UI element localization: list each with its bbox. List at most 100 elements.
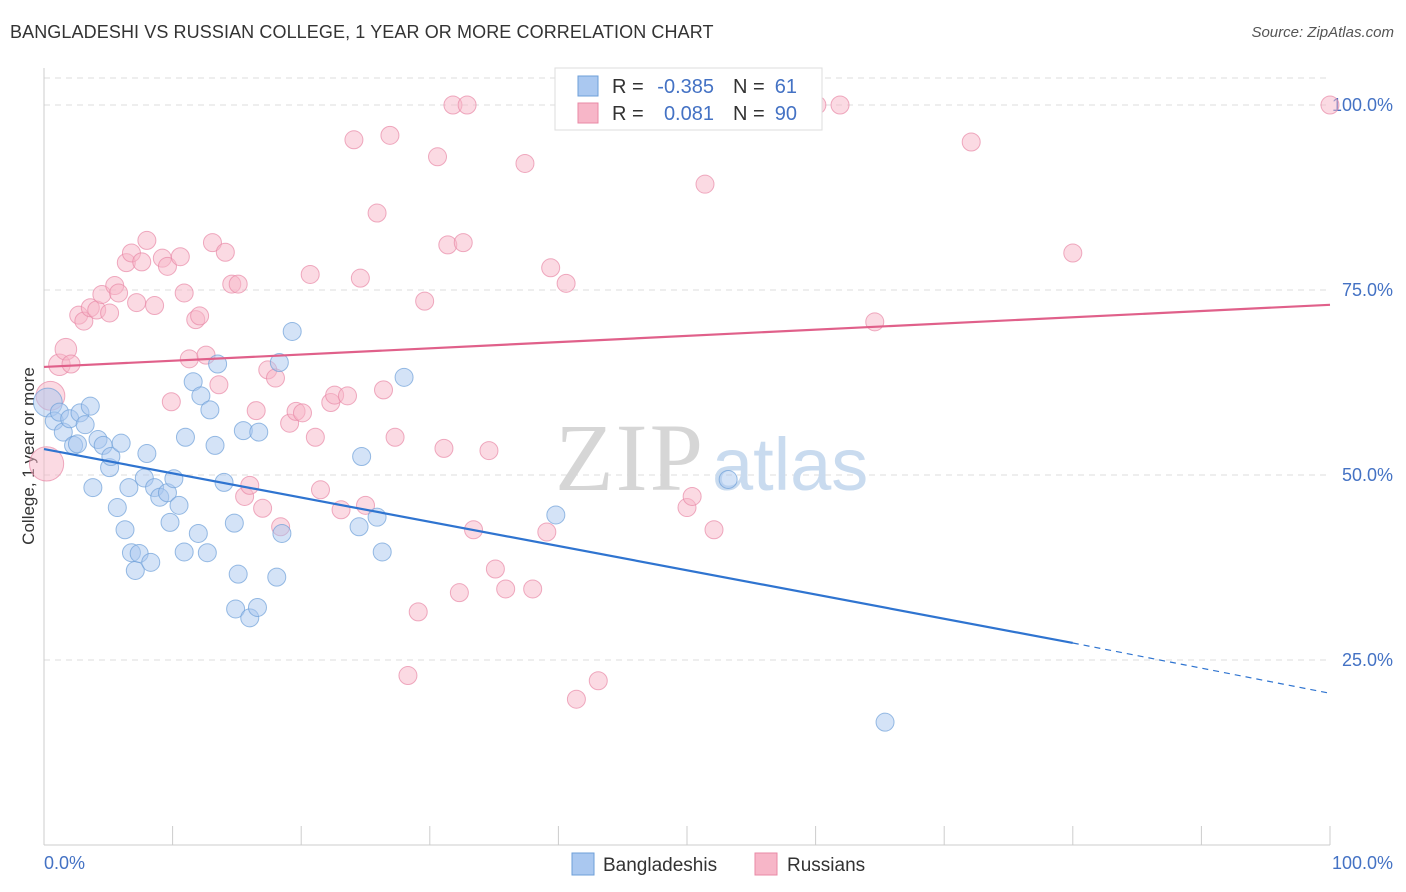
stats-legend-pink-n-value: 90 xyxy=(775,103,797,125)
russians-point xyxy=(100,303,120,323)
russians-point xyxy=(515,153,535,173)
russians-point xyxy=(215,242,235,262)
stats-legend-pink-swatch xyxy=(577,102,599,124)
bangladeshis-point xyxy=(372,542,392,562)
russians-point xyxy=(127,293,147,313)
russians-point xyxy=(202,233,222,253)
stats-legend-blue-r-value: -0.385 xyxy=(657,76,714,98)
bangladeshis-point xyxy=(169,495,189,515)
watermark: ZIP atlas xyxy=(555,404,868,511)
bangladeshis-point xyxy=(111,433,131,453)
bangladeshis-point xyxy=(249,422,269,442)
russians-point xyxy=(170,247,190,267)
russians-point xyxy=(61,354,81,374)
bangladeshis-point xyxy=(141,552,161,572)
bangladeshis-point xyxy=(75,415,95,435)
russians-point xyxy=(434,438,454,458)
bangladeshis-point xyxy=(269,353,289,373)
russians-point xyxy=(305,427,325,447)
watermark-zip: ZIP xyxy=(555,404,705,511)
russians-point xyxy=(398,666,418,686)
stats-legend-blue-r-label: R = xyxy=(612,76,644,98)
chart-source: Source: ZipAtlas.com xyxy=(1251,24,1394,41)
bangladeshis-point xyxy=(191,386,211,406)
russians-point xyxy=(240,475,260,495)
y-tick-label: 75.0% xyxy=(1342,280,1393,300)
russians-point xyxy=(428,147,448,167)
y-axis-label: College, 1 year or more xyxy=(19,367,38,545)
bangladeshis-point xyxy=(67,434,87,454)
bangladeshis-point xyxy=(875,712,895,732)
russians-point xyxy=(337,386,357,406)
russians-point xyxy=(145,296,165,316)
bangladeshis-point xyxy=(718,469,738,489)
russians-point xyxy=(132,252,152,272)
bangladeshis-point xyxy=(119,478,139,498)
bangladeshis-point xyxy=(272,523,292,543)
legend-russians-label: Russians xyxy=(787,855,865,876)
y-tick-label: 25.0% xyxy=(1342,650,1393,670)
stats-legend-blue-n-label: N = xyxy=(733,76,765,98)
russians-point xyxy=(408,602,428,622)
bangladeshis-point xyxy=(228,564,248,584)
bangladeshis-point xyxy=(247,597,267,617)
russians-point xyxy=(449,583,469,603)
russians-point xyxy=(190,306,210,326)
bangladeshis-point xyxy=(83,478,103,498)
series-legend: Bangladeshis Russians xyxy=(571,852,865,876)
y-tick-label: 50.0% xyxy=(1342,465,1393,485)
bangladeshis-point xyxy=(394,367,414,387)
russians-point xyxy=(556,273,576,293)
bangladeshis-point xyxy=(349,517,369,537)
trend-lines xyxy=(43,303,1331,694)
bangladeshis-point xyxy=(282,321,302,341)
bangladeshis-point xyxy=(200,400,220,420)
russians-points xyxy=(28,95,1340,709)
bangladeshis-point xyxy=(224,513,244,533)
russians-point xyxy=(385,427,405,447)
russians-point xyxy=(292,403,312,423)
russians-point xyxy=(137,230,157,250)
bangladeshis-point xyxy=(115,520,135,540)
russians-point xyxy=(246,401,266,421)
russians-point xyxy=(28,446,65,482)
russians-point xyxy=(174,283,194,303)
russians-point xyxy=(453,233,473,253)
bangladeshis-point xyxy=(188,523,208,543)
russians-point xyxy=(415,291,435,311)
russians-point xyxy=(704,520,724,540)
x-axis-ticks xyxy=(43,826,1331,845)
russians-point xyxy=(350,268,370,288)
bangladeshis-point xyxy=(174,542,194,562)
stats-legend-pink-r-label: R = xyxy=(612,103,644,125)
bangladeshis-point xyxy=(80,396,100,416)
russians-point xyxy=(380,125,400,145)
russians-point xyxy=(479,441,499,461)
legend-bangladeshis-swatch xyxy=(571,852,595,876)
russians-point xyxy=(457,95,477,115)
russians-point xyxy=(1320,95,1340,115)
watermark-atlas: atlas xyxy=(712,423,868,506)
bangladeshis-point xyxy=(352,447,372,466)
russians-trend-line xyxy=(43,303,1331,369)
russians-point xyxy=(523,579,543,599)
bangladeshis-trend-extension xyxy=(1072,642,1331,694)
russians-point xyxy=(161,392,181,412)
russians-point xyxy=(367,203,387,223)
russians-point xyxy=(566,689,586,709)
bangladeshis-point xyxy=(175,427,195,447)
russians-point xyxy=(344,130,364,150)
russians-point xyxy=(541,258,561,278)
russians-point xyxy=(374,380,394,400)
bangladeshis-point xyxy=(546,505,566,525)
russians-point xyxy=(209,375,229,395)
x-tick-label-max: 100.0% xyxy=(1332,853,1393,873)
bangladeshis-trend-line xyxy=(43,448,1074,645)
russians-point xyxy=(157,256,177,276)
y-tick-label: 100.0% xyxy=(1332,95,1393,115)
bangladeshis-point xyxy=(137,444,157,464)
russians-point xyxy=(228,274,248,294)
legend-bangladeshis-label: Bangladeshis xyxy=(603,855,717,876)
stats-legend-blue-n-value: 61 xyxy=(775,76,797,98)
